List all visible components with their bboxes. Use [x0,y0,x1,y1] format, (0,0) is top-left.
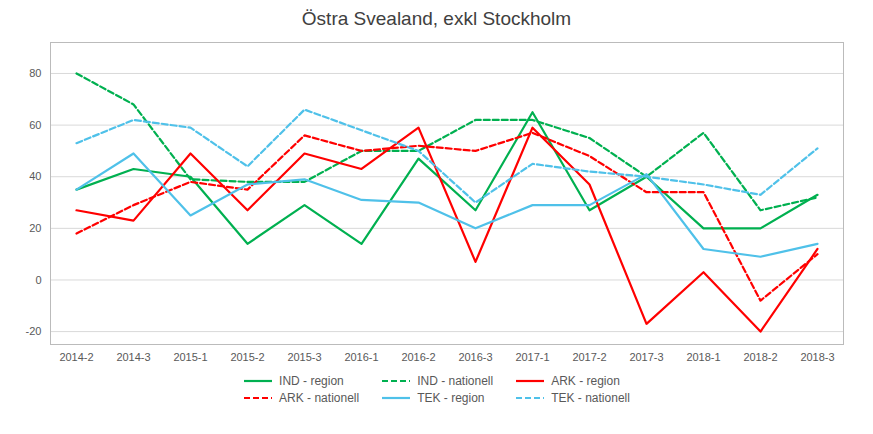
svg-text:2018-3: 2018-3 [800,351,834,363]
svg-text:2015-2: 2015-2 [230,351,264,363]
html-text:IND - nationell: IND - nationell [417,374,494,388]
svg-text:2017-1: 2017-1 [515,351,549,363]
html-text:IND - region: IND - region [279,374,344,388]
svg-text:60: 60 [29,119,41,131]
svg-text:40: 40 [29,170,41,182]
svg-text:2014-2: 2014-2 [59,351,93,363]
svg-text:2016-2: 2016-2 [401,351,435,363]
svg-text:2014-3: 2014-3 [116,351,150,363]
html-text:TEK - region: TEK - region [417,391,485,405]
svg-text:20: 20 [29,222,41,234]
html-text:ARK - nationell: ARK - nationell [279,391,360,405]
svg-text:2016-3: 2016-3 [458,351,492,363]
svg-text:2015-3: 2015-3 [287,351,321,363]
svg-text:2017-3: 2017-3 [629,351,663,363]
svg-text:2017-2: 2017-2 [572,351,606,363]
svg-text:0: 0 [35,273,41,285]
html-text:ARK - region: ARK - region [551,374,620,388]
html-text:TEK - nationell: TEK - nationell [551,391,630,405]
svg-text:-20: -20 [26,325,42,337]
svg-text:2018-1: 2018-1 [686,351,720,363]
svg-text:80: 80 [29,67,41,79]
svg-text:2015-1: 2015-1 [173,351,207,363]
html-text:Östra Svealand, exkl Stockholm: Östra Svealand, exkl Stockholm [301,8,572,29]
svg-text:2016-1: 2016-1 [344,351,378,363]
svg-text:2018-2: 2018-2 [743,351,777,363]
